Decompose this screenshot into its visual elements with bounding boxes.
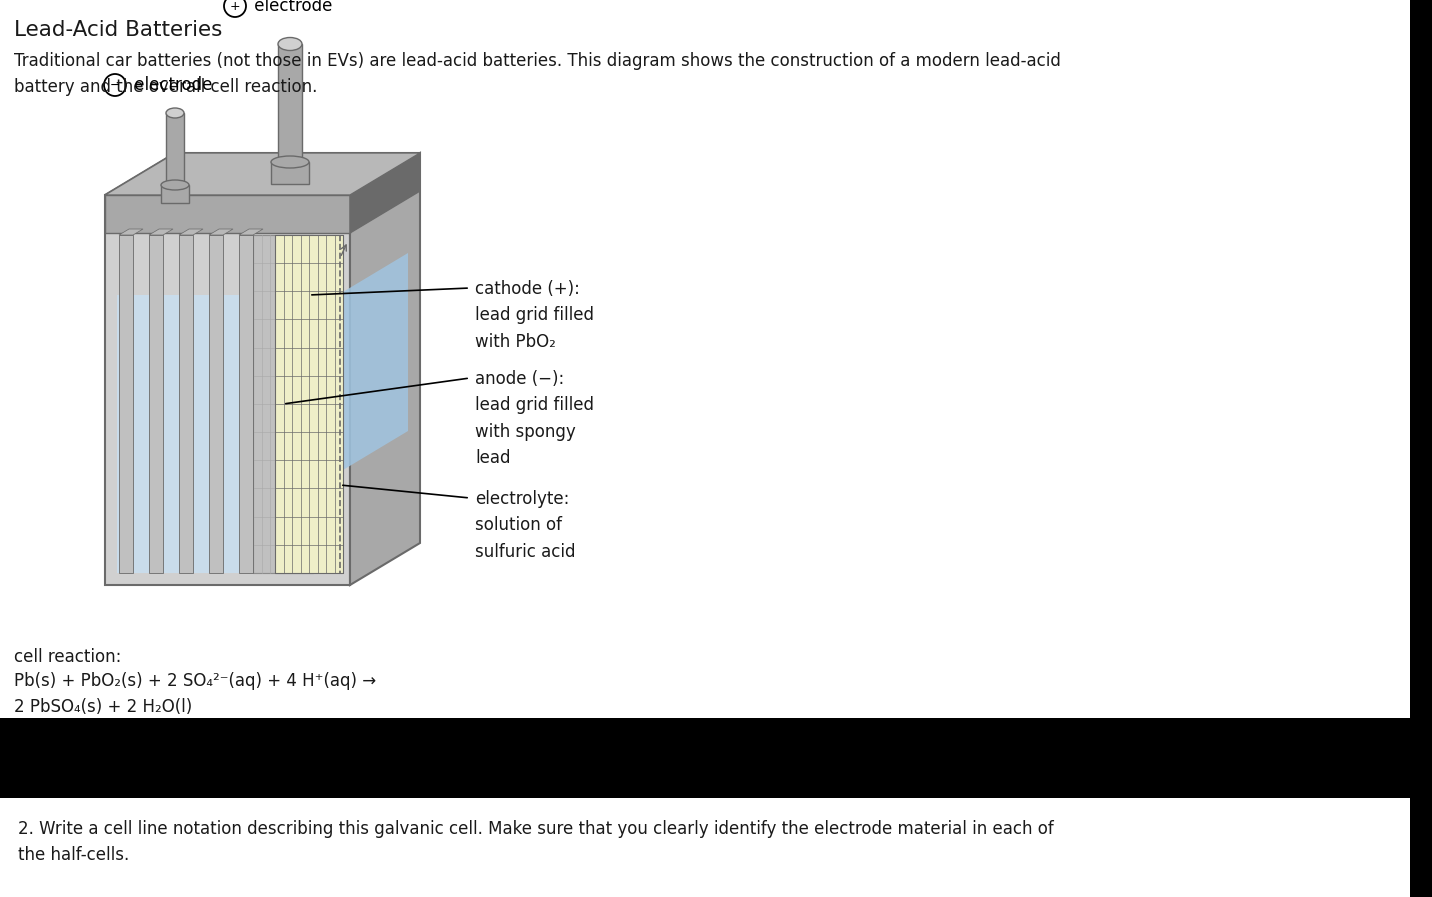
Text: electrolyte:
solution of
sulfuric acid: electrolyte: solution of sulfuric acid <box>475 490 576 561</box>
Polygon shape <box>119 229 143 235</box>
Bar <box>160 185 189 203</box>
Text: electrode: electrode <box>129 76 212 94</box>
Bar <box>271 162 309 184</box>
Bar <box>105 195 349 585</box>
Bar <box>1411 0 1432 897</box>
Text: cathode (+):
lead grid filled
with PbO₂: cathode (+): lead grid filled with PbO₂ <box>475 280 594 351</box>
Ellipse shape <box>278 38 302 50</box>
Polygon shape <box>349 153 420 233</box>
Text: +: + <box>229 0 241 13</box>
Bar <box>0 718 1432 798</box>
Text: 2. Write a cell line notation describing this galvanic cell. Make sure that you : 2. Write a cell line notation describing… <box>19 820 1054 864</box>
Ellipse shape <box>166 108 183 118</box>
Ellipse shape <box>271 156 309 168</box>
Polygon shape <box>239 229 263 235</box>
Ellipse shape <box>160 180 189 190</box>
Bar <box>275 235 344 573</box>
Polygon shape <box>338 253 408 473</box>
Text: Pb(s) + PbO₂(s) + 2 SO₄²⁻(aq) + 4 H⁺(aq) →: Pb(s) + PbO₂(s) + 2 SO₄²⁻(aq) + 4 H⁺(aq)… <box>14 672 377 690</box>
Bar <box>209 235 223 573</box>
Bar <box>179 235 193 573</box>
Bar <box>105 195 349 233</box>
Text: anode (−):
lead grid filled
with spongy
lead: anode (−): lead grid filled with spongy … <box>475 370 594 467</box>
Text: −: − <box>110 79 120 91</box>
Bar <box>278 44 302 178</box>
Polygon shape <box>209 229 233 235</box>
Polygon shape <box>105 153 420 195</box>
Polygon shape <box>149 229 173 235</box>
Bar <box>117 295 338 573</box>
Text: Lead-Acid Batteries: Lead-Acid Batteries <box>14 20 222 40</box>
Bar <box>239 235 253 573</box>
Bar <box>253 235 314 573</box>
Bar <box>149 235 163 573</box>
Text: cell reaction:: cell reaction: <box>14 648 122 666</box>
Text: Traditional car batteries (not those in EVs) are lead-acid batteries. This diagr: Traditional car batteries (not those in … <box>14 52 1061 96</box>
Polygon shape <box>179 229 203 235</box>
Bar <box>119 235 133 573</box>
Bar <box>166 113 183 199</box>
Text: 2 PbSO₄(s) + 2 H₂O(l): 2 PbSO₄(s) + 2 H₂O(l) <box>14 698 192 716</box>
Polygon shape <box>349 153 420 585</box>
Text: electrode: electrode <box>249 0 332 15</box>
Polygon shape <box>105 153 420 195</box>
